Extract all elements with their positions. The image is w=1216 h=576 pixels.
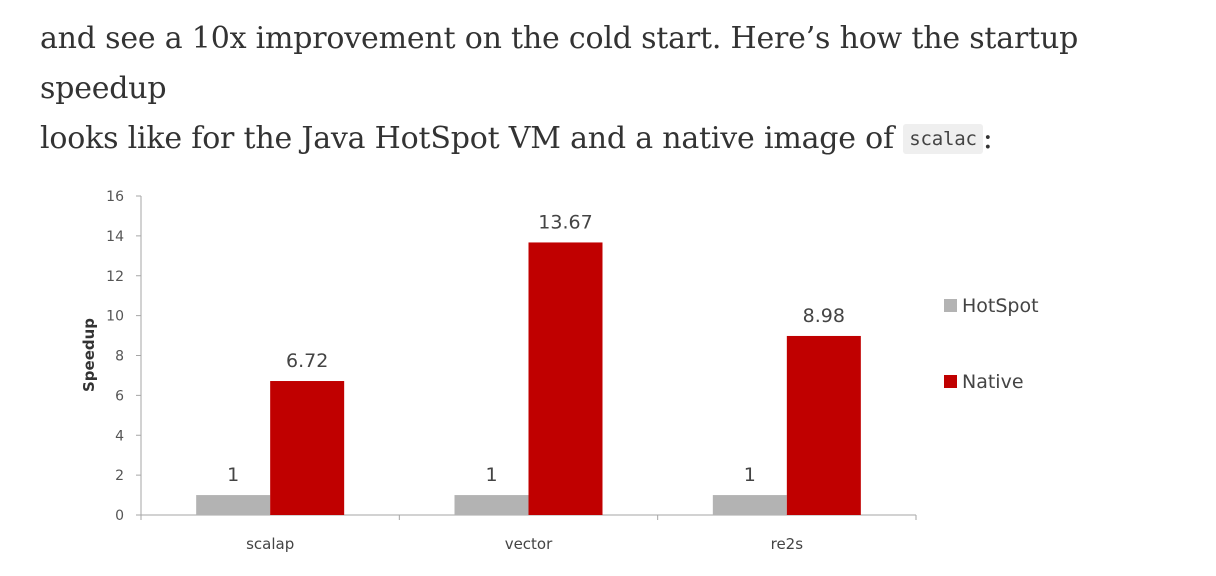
y-tick-label: 14 (106, 229, 124, 245)
bar-native-scalap (270, 381, 345, 515)
data-label-native-re2s: 8.98 (803, 305, 845, 327)
y-tick-label: 4 (115, 428, 124, 444)
legend-swatch-native (944, 375, 957, 388)
x-category-label: re2s (771, 535, 804, 553)
bar-hotspot-re2s (712, 495, 787, 515)
paragraph-line-2-end: : (982, 121, 993, 156)
y-tick-label: 2 (115, 468, 124, 484)
bar-hotspot-vector (454, 495, 529, 515)
bar-hotspot-scalap (196, 495, 271, 515)
chart-plot-area: 0 2 4 6 8 10 12 14 16 Speedup 1 6.72 scalap 1 13.67 vec… (80, 189, 1039, 553)
article-paragraph: and see a 10x improvement on the cold st… (40, 14, 1190, 164)
data-label-native-vector: 13.67 (538, 211, 592, 233)
data-label-hotspot-scalap: 1 (227, 464, 239, 486)
bar-native-re2s (786, 335, 861, 515)
data-label-hotspot-re2s: 1 (744, 464, 756, 486)
data-label-native-scalap: 6.72 (286, 350, 328, 372)
y-tick-label: 8 (115, 349, 124, 365)
x-category-label: vector (505, 535, 553, 553)
inline-code-scalac: scalac (903, 124, 983, 154)
paragraph-line-1: and see a 10x improvement on the cold st… (40, 21, 1079, 106)
data-label-hotspot-vector: 1 (485, 464, 497, 486)
y-axis-title: Speedup (80, 318, 98, 392)
y-tick-label: 16 (106, 189, 124, 205)
y-tick-label: 0 (115, 508, 124, 524)
y-tick-label: 12 (106, 269, 124, 285)
legend-swatch-hotspot (944, 299, 957, 312)
bar-native-vector (528, 242, 603, 515)
y-tick-label: 10 (106, 309, 124, 325)
legend-label-native: Native (962, 371, 1024, 393)
y-tick-label: 6 (115, 388, 124, 404)
paragraph-line-2: looks like for the Java HotSpot VM and a… (40, 121, 894, 156)
x-category-label: scalap (246, 535, 294, 553)
legend-label-hotspot: HotSpot (962, 295, 1039, 317)
